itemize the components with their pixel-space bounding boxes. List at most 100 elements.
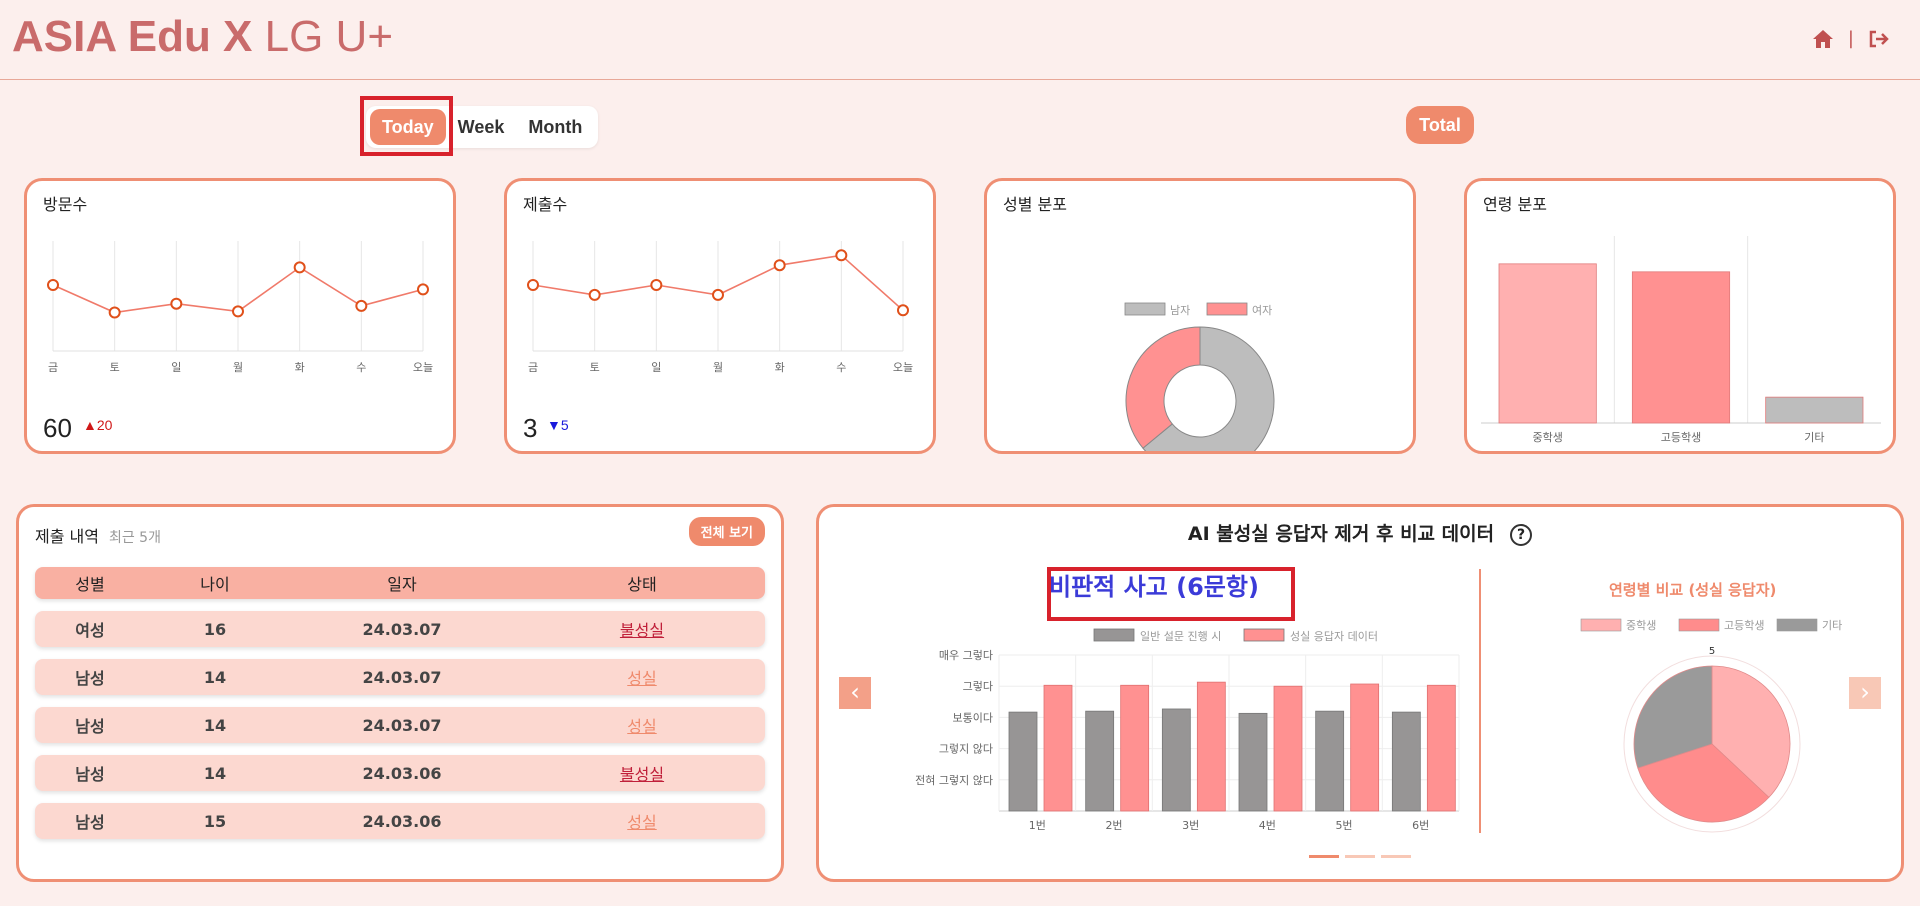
table-row[interactable]: 남성 14 24.03.06 불성실 <box>35 755 765 791</box>
cell-date: 24.03.07 <box>362 667 442 687</box>
age-tick-label: 중학생 <box>1532 431 1562 444</box>
col-date: 일자 <box>387 575 417 594</box>
down-triangle-icon: ▼ <box>547 417 561 433</box>
agecmp-legend-label: 기타 <box>1822 619 1842 632</box>
subs-point <box>588 288 601 301</box>
cmp-x-tick: 4번 <box>1259 819 1276 832</box>
app-header: ASIA Edu X LG U+ | <box>0 0 1920 80</box>
carousel-dot[interactable] <box>1309 855 1339 858</box>
next-arrow-button[interactable]: › <box>1849 677 1881 709</box>
subs-tick-label: 수 <box>836 361 846 374</box>
visits-line-chart: 금 토 일 월 화 수 오늘 <box>47 241 433 374</box>
donut-slice <box>1125 326 1201 449</box>
age-compare-title: 연령별 비교 (성실 응답자) <box>1609 581 1777 599</box>
donut-slice <box>1142 326 1275 451</box>
help-icon[interactable]: ? <box>1510 523 1533 546</box>
table-row[interactable]: 남성 14 24.03.07 성실 <box>35 659 765 695</box>
submissions-value: 3 <box>523 413 538 443</box>
cell-gender: 남성 <box>75 669 105 688</box>
subs-point <box>527 279 539 291</box>
age-card: 연령 분포 중학생 고등학생 기타 <box>1464 178 1896 454</box>
age-compare-pie-chart: 중학생 고등학생 기타 5 <box>1580 618 1842 833</box>
table-row[interactable]: 남성 14 24.03.07 성실 <box>35 707 765 743</box>
cell-gender: 남성 <box>75 717 105 736</box>
visits-tick-label: 월 <box>233 361 243 374</box>
chevron-left-icon: ‹ <box>850 678 860 706</box>
visits-point <box>47 279 59 291</box>
legend-label: 여자 <box>1252 304 1272 317</box>
history-title: 제출 내역 최근 5개 <box>35 523 161 547</box>
cell-gender: 남성 <box>75 765 105 784</box>
cmp-bar <box>1391 711 1421 812</box>
cell-date: 24.03.07 <box>362 619 442 639</box>
tab-week[interactable]: Week <box>457 117 505 137</box>
age-bar <box>1498 263 1597 424</box>
submission-history-card: 제출 내역 최근 5개 전체 보기 성별 나이 일자 상태 여성 16 24.03.0… <box>16 504 784 882</box>
table-row[interactable]: 여성 16 24.03.07 불성실 <box>35 611 765 647</box>
logout-icon[interactable] <box>1868 29 1890 49</box>
visits-value: 60 <box>43 413 72 443</box>
cmp-x-tick: 6번 <box>1412 819 1429 832</box>
subs-point <box>650 279 663 291</box>
visits-tick-label: 오늘 <box>413 361 433 374</box>
agecmp-legend-label: 고등학생 <box>1724 619 1764 632</box>
subs-tick-label: 오늘 <box>893 361 913 374</box>
age-bar-chart: 중학생 고등학생 기타 <box>1481 236 1881 444</box>
agecmp-slice <box>1633 665 1713 769</box>
table-row[interactable]: 남성 15 24.03.06 성실 <box>35 803 765 839</box>
visits-point <box>293 261 306 274</box>
today-highlight-box <box>360 96 453 156</box>
app-logo[interactable]: ASIA Edu X LG U+ <box>12 12 393 62</box>
col-age: 나이 <box>200 575 230 594</box>
total-button[interactable]: Total <box>1406 106 1474 144</box>
visits-tick-label: 화 <box>295 361 305 374</box>
home-icon[interactable] <box>1812 29 1834 49</box>
brand-bold: ASIA Edu X <box>12 12 253 61</box>
cmp-bar <box>1085 710 1115 812</box>
subs-tick-label: 일 <box>651 360 661 374</box>
age-bar <box>1631 271 1731 424</box>
carousel-dot[interactable] <box>1345 855 1375 858</box>
cell-age: 16 <box>203 619 227 639</box>
status-link[interactable]: 불성실 <box>619 621 665 640</box>
visits-delta: ▲20 <box>83 417 112 433</box>
carousel-dot[interactable] <box>1381 855 1411 858</box>
subs-tick-label: 화 <box>775 361 785 374</box>
section-title: 비판적 사고 (6문항) <box>1049 573 1259 601</box>
tab-today[interactable]: Today <box>370 109 446 145</box>
cmp-bar <box>1238 712 1268 812</box>
table-header: 성별 나이 일자 상태 <box>35 567 765 599</box>
legend-swatch <box>1206 302 1248 316</box>
section-highlight-box <box>1047 567 1295 621</box>
period-selector: Today Week Month <box>366 106 599 148</box>
cell-age: 14 <box>203 763 227 783</box>
cmp-y-tick: 그렇지 않다 <box>939 743 993 756</box>
cell-status: 성실 <box>519 713 765 737</box>
agecmp-legend-swatch <box>1776 618 1818 632</box>
status-link[interactable]: 불성실 <box>619 765 665 784</box>
cmp-x-tick: 2번 <box>1105 819 1122 832</box>
up-triangle-icon: ▲ <box>83 417 97 433</box>
header-separator: | <box>1847 28 1854 49</box>
age-bar <box>1765 396 1864 424</box>
cmp-legend-label: 성실 응답자 데이터 <box>1290 630 1378 643</box>
status-link[interactable]: 성실 <box>627 669 657 688</box>
status-link[interactable]: 성실 <box>627 717 657 736</box>
cmp-x-tick: 1번 <box>1029 819 1046 832</box>
cell-age: 14 <box>203 667 227 687</box>
subs-point <box>712 288 724 301</box>
cmp-y-tick: 매우 그렇다 <box>939 649 993 662</box>
visits-tick-label: 금 <box>48 361 58 374</box>
prev-arrow-button[interactable]: ‹ <box>839 677 871 709</box>
status-link[interactable]: 성실 <box>627 813 657 832</box>
cmp-bar <box>1120 684 1150 812</box>
subs-tick-label: 금 <box>528 361 538 374</box>
cell-status: 불성실 <box>519 761 765 785</box>
subs-point <box>773 259 786 272</box>
tab-month[interactable]: Month <box>528 117 583 137</box>
cmp-bar <box>1426 684 1456 812</box>
view-all-button[interactable]: 전체 보기 <box>688 517 765 546</box>
comparison-card: AI 불성실 응답자 제거 후 비교 데이터? 비판적 사고 (6문항) 일반 … <box>816 504 1904 882</box>
gender-donut-chart: 남자 여자 <box>1124 302 1275 451</box>
